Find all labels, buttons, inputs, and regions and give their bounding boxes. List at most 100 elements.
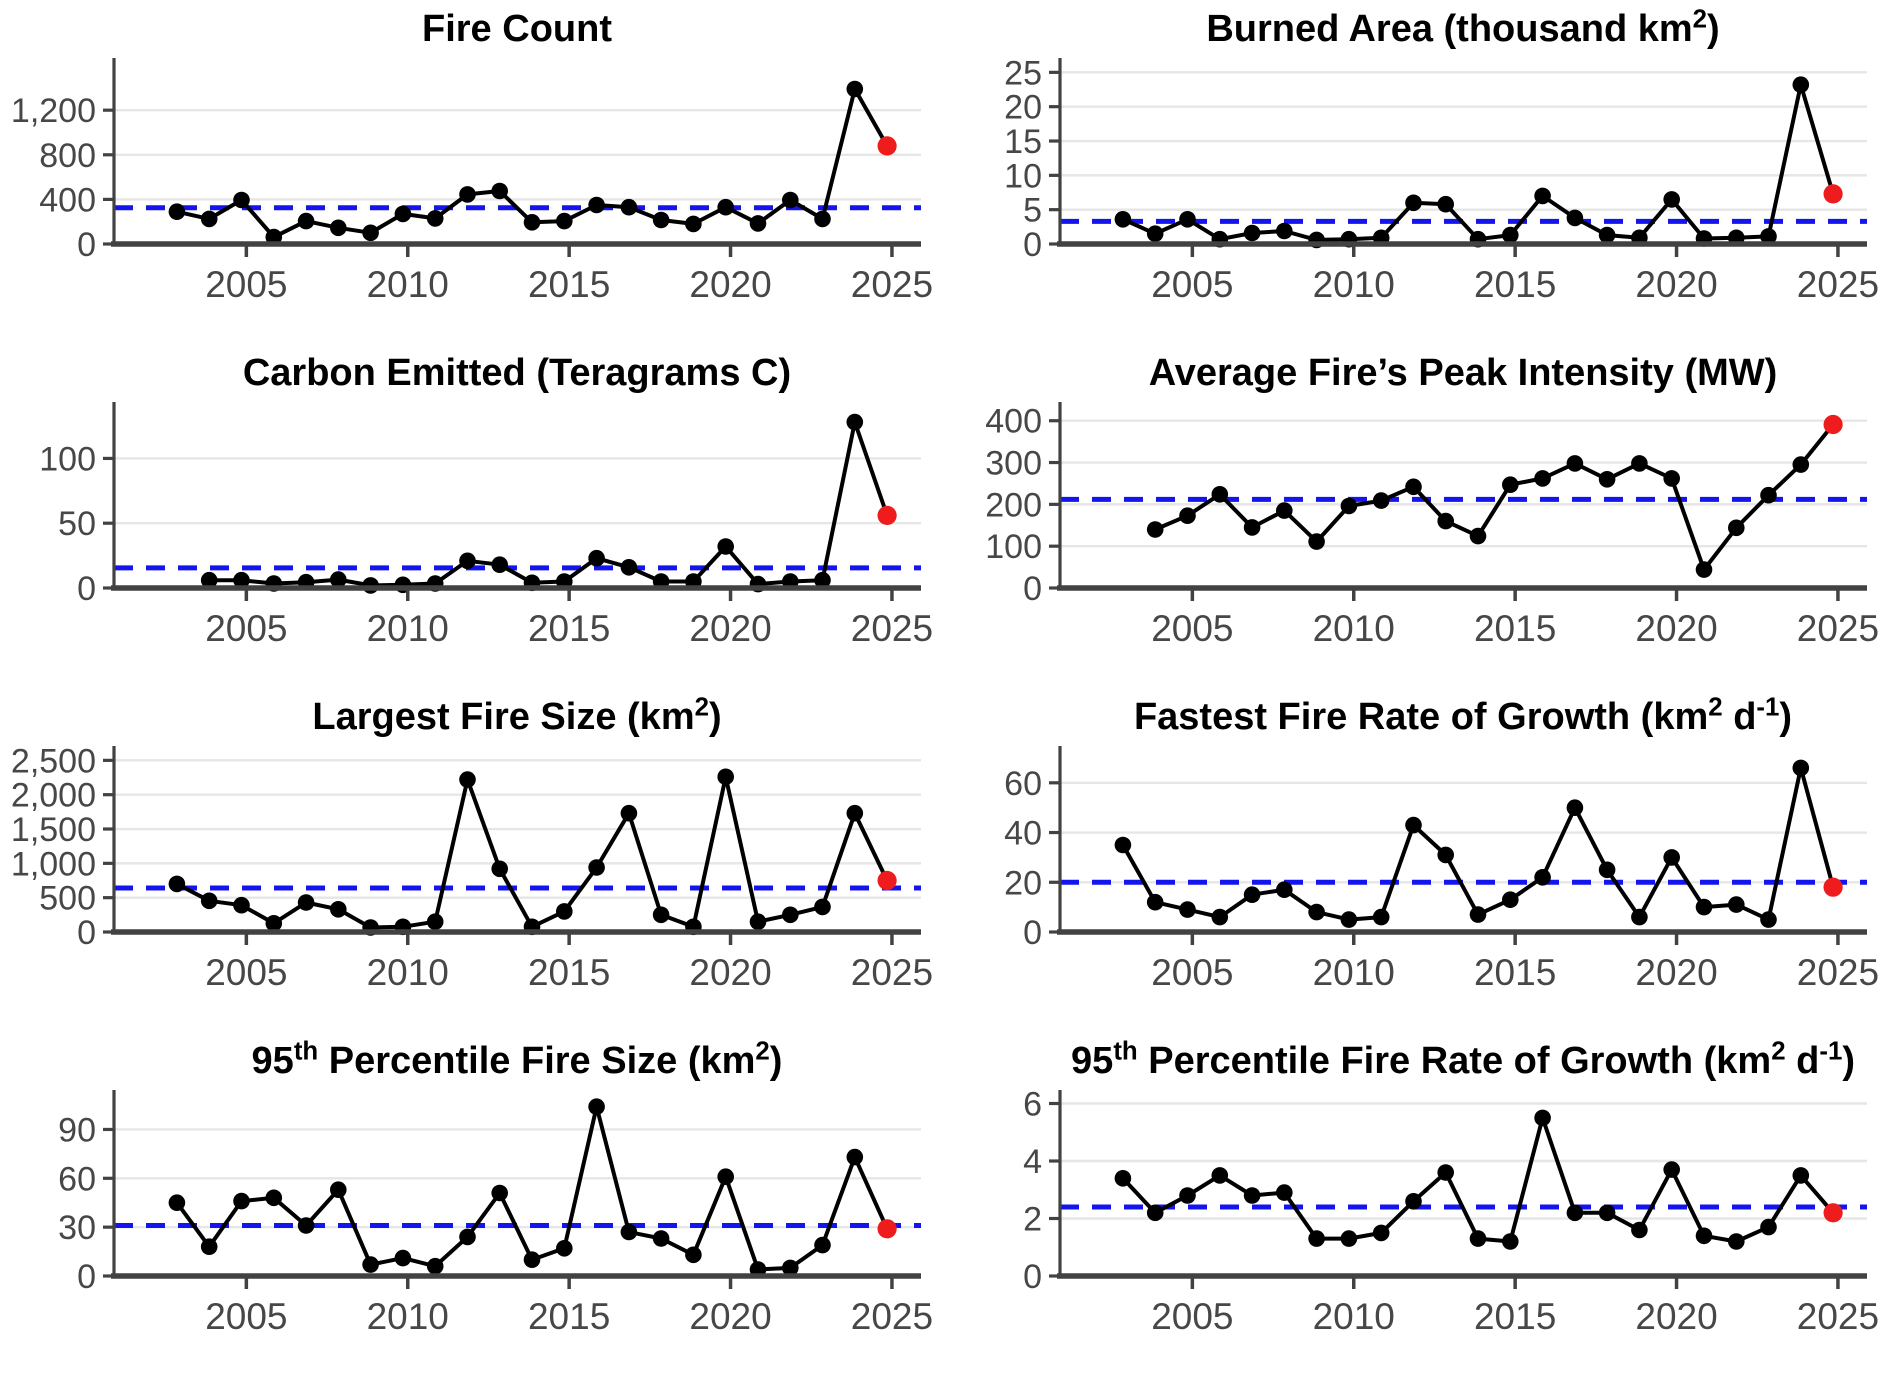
data-point [1276, 1184, 1293, 1201]
data-point [556, 212, 573, 230]
data-point [1437, 512, 1454, 530]
data-point [168, 1194, 186, 1211]
data-point [297, 894, 315, 911]
data-point [717, 768, 734, 786]
x-tick-label: 2025 [1797, 1296, 1879, 1337]
data-point [1179, 211, 1196, 228]
chart-title-text: Percentile Fire Size (km [318, 1040, 756, 1082]
data-point [1695, 898, 1713, 916]
y-tick-label: 25 [1004, 54, 1042, 92]
data-point [459, 1228, 476, 1246]
x-tick-label: 2005 [1151, 608, 1233, 649]
data-point [1437, 195, 1454, 213]
chart-panel: Burned Area (thousand km2) 0 5 10 15 20 25 200… [946, 0, 1892, 344]
data-point [426, 210, 444, 227]
data-point [1631, 455, 1648, 472]
y-tick-label: 2,000 [11, 777, 96, 815]
data-point [1146, 521, 1164, 538]
data-point [1437, 846, 1454, 864]
data-point [1276, 881, 1293, 898]
x-tick-label: 2005 [1151, 264, 1233, 305]
chart-title-superscript: 2 [1708, 693, 1723, 722]
data-point [1598, 226, 1616, 244]
x-tick-label: 2025 [1797, 608, 1879, 649]
data-point [782, 1259, 799, 1277]
data-point [426, 913, 444, 930]
chart-title-text: ) [769, 1040, 783, 1082]
chart-title-text: 95 [1071, 1040, 1114, 1082]
data-point [1631, 908, 1648, 926]
y-tick-label: 60 [1004, 765, 1042, 803]
latest-data-point [1823, 414, 1843, 435]
x-tick-label: 2005 [1151, 952, 1233, 993]
data-point [620, 198, 638, 216]
y-tick-label: 400 [39, 181, 96, 219]
chart-title-superscript: -1 [1756, 693, 1780, 722]
data-point [330, 901, 347, 918]
y-tick-label: 0 [1023, 1258, 1042, 1296]
y-tick-label: 800 [39, 137, 96, 175]
data-point [1211, 486, 1229, 503]
data-point [1179, 901, 1196, 918]
data-point [459, 186, 476, 203]
data-point [1566, 455, 1584, 472]
data-point [1598, 861, 1616, 879]
data-point [1566, 209, 1584, 227]
data-point [1534, 470, 1551, 487]
y-tick-label: 0 [1023, 226, 1042, 264]
chart-panel: Fastest Fire Rate of Growth (km2 d-1) 0 2… [946, 688, 1892, 1032]
x-tick-label: 2010 [1313, 608, 1395, 649]
data-point [1405, 194, 1422, 212]
series-line [174, 1104, 890, 1272]
latest-data-point [877, 1219, 897, 1239]
y-tick-label: 1,200 [11, 92, 96, 130]
data-point [782, 191, 799, 209]
data-point [652, 1230, 670, 1247]
data-point [362, 224, 379, 242]
x-tick-label: 2020 [1635, 1296, 1717, 1337]
line-chart: 0 50 100 2005 2010 2015 2020 2025 [39, 402, 933, 649]
x-tick-label: 2005 [205, 264, 287, 305]
data-point [717, 538, 734, 555]
series-line [1120, 1115, 1836, 1244]
data-point [1663, 1161, 1680, 1178]
x-tick-label: 2025 [851, 1296, 933, 1337]
data-point [814, 210, 831, 228]
x-tick-label: 2015 [528, 608, 610, 649]
x-tick-label: 2010 [367, 952, 449, 993]
data-point [1760, 486, 1777, 504]
x-tick-label: 2015 [1474, 952, 1556, 993]
x-tick-label: 2005 [205, 1296, 287, 1337]
chart-title-text: d [1785, 1040, 1820, 1082]
y-tick-label: 0 [77, 570, 96, 608]
chart-title: Burned Area (thousand km2) [946, 0, 1892, 52]
data-point [1502, 891, 1519, 908]
chart-title-text: d [1722, 696, 1757, 738]
y-tick-label: 5 [1023, 192, 1042, 230]
data-point [1534, 1109, 1551, 1127]
chart-title: Fastest Fire Rate of Growth (km2 d-1) [946, 688, 1892, 740]
x-tick-label: 2010 [1313, 264, 1395, 305]
data-point [1469, 1230, 1487, 1247]
data-point [297, 212, 315, 230]
chart-title-text: Largest Fire Size (km [312, 696, 695, 738]
data-point [491, 860, 509, 878]
y-tick-label: 2 [1023, 1201, 1042, 1239]
data-point [1243, 1187, 1261, 1204]
line-chart: 0 400 800 1,200 2005 2010 2015 2020 2025 [11, 58, 933, 305]
chart-panel: Carbon Emitted (Teragrams C) 0 50 100 2005 2… [0, 344, 946, 688]
data-point [588, 1098, 605, 1115]
data-point [1598, 1204, 1616, 1222]
data-point [1437, 1164, 1454, 1181]
data-point [265, 915, 283, 932]
chart-title-text: ) [1842, 1040, 1855, 1082]
data-point [1405, 1193, 1422, 1210]
y-tick-label: 10 [1004, 157, 1042, 195]
data-point [1243, 224, 1261, 242]
x-tick-label: 2010 [1313, 1296, 1395, 1337]
chart-title-text: 95 [251, 1040, 294, 1082]
data-point [1469, 527, 1487, 545]
series-line [174, 774, 890, 930]
